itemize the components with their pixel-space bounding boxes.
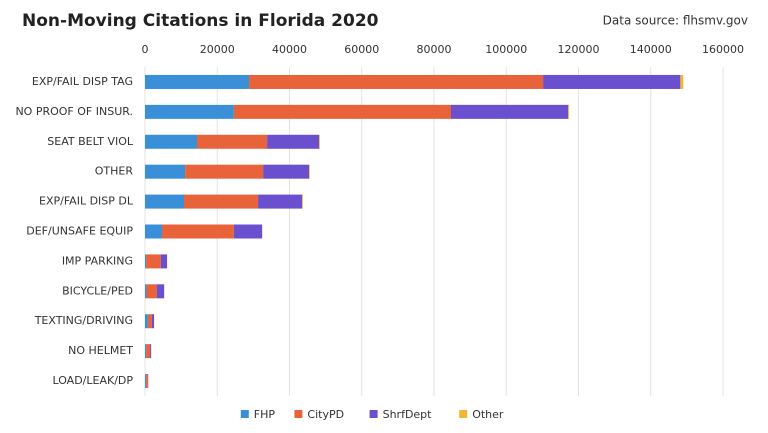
bar-segment bbox=[161, 224, 234, 239]
bar-segment bbox=[145, 194, 185, 209]
y-tick-label: BICYCLE/PED bbox=[62, 284, 133, 297]
x-tick-label: 60000 bbox=[344, 43, 379, 56]
legend-swatch bbox=[459, 410, 468, 418]
y-tick-label: NO PROOF OF INSUR. bbox=[15, 105, 133, 118]
bar-segment bbox=[197, 134, 268, 149]
bar-segment bbox=[146, 254, 161, 269]
bar-segment bbox=[249, 74, 544, 89]
bar-segment bbox=[680, 74, 684, 89]
y-tick-label: EXP/FAIL DISP TAG bbox=[32, 75, 133, 88]
bar-segment bbox=[309, 164, 310, 179]
bar-segment bbox=[302, 194, 303, 209]
bar-segment bbox=[145, 254, 147, 269]
bar-segment bbox=[319, 134, 320, 149]
legend-swatch bbox=[240, 410, 249, 418]
x-tick-label: 0 bbox=[142, 43, 149, 56]
x-tick-label: 100000 bbox=[485, 43, 527, 56]
bar-segment bbox=[450, 104, 569, 119]
y-tick-label: DEF/UNSAFE EQUIP bbox=[26, 225, 133, 238]
bar-segment bbox=[150, 344, 152, 359]
y-tick-label: OTHER bbox=[95, 165, 134, 178]
bar-segment bbox=[145, 134, 198, 149]
legend-label: Other bbox=[472, 408, 504, 421]
bar-segment bbox=[146, 344, 151, 359]
bar-segment bbox=[233, 104, 451, 119]
y-tick-label: TEXTING/DRIVING bbox=[34, 314, 133, 327]
x-tick-label: 40000 bbox=[272, 43, 307, 56]
legend-label: ShrfDept bbox=[383, 408, 433, 421]
bar-segment bbox=[233, 224, 263, 239]
legend-swatch bbox=[369, 410, 378, 418]
source-note: Data source: flhsmv.gov bbox=[603, 14, 748, 28]
y-tick-label: IMP PARKING bbox=[62, 254, 133, 267]
bar-segment bbox=[145, 164, 186, 179]
bar-segment bbox=[146, 374, 148, 389]
legend-label: CityPD bbox=[307, 408, 344, 421]
legend-label: FHP bbox=[254, 408, 276, 421]
bar-segment bbox=[156, 284, 165, 299]
bar-segment bbox=[258, 194, 303, 209]
bar-segment bbox=[151, 314, 155, 329]
bar-segment bbox=[145, 224, 162, 239]
bar-segment bbox=[543, 74, 681, 89]
x-tick-label: 120000 bbox=[558, 43, 600, 56]
bar-segment bbox=[145, 74, 250, 89]
bar-segment bbox=[147, 314, 152, 329]
bar-segment bbox=[185, 164, 264, 179]
legend-swatch bbox=[294, 410, 303, 418]
x-tick-label: 160000 bbox=[702, 43, 744, 56]
bar-segment bbox=[568, 104, 570, 119]
bar-segment bbox=[263, 164, 310, 179]
y-tick-label: LOAD/LEAK/DP bbox=[52, 374, 133, 387]
bar-segment bbox=[145, 284, 147, 299]
bar-segment bbox=[145, 374, 147, 389]
bar-segment bbox=[267, 134, 320, 149]
x-tick-label: 80000 bbox=[417, 43, 452, 56]
bar-segment bbox=[145, 314, 148, 329]
bar-segment bbox=[184, 194, 259, 209]
bar-segment bbox=[145, 344, 147, 359]
chart-title: Non-Moving Citations in Florida 2020 bbox=[22, 11, 379, 31]
bar-segment bbox=[160, 254, 168, 269]
x-tick-label: 140000 bbox=[630, 43, 672, 56]
bar-segment bbox=[145, 104, 234, 119]
bar-segment bbox=[146, 284, 157, 299]
y-tick-label: SEAT BELT VIOL bbox=[47, 135, 134, 148]
y-tick-label: EXP/FAIL DISP DL bbox=[39, 195, 134, 208]
x-tick-label: 20000 bbox=[200, 43, 235, 56]
y-tick-label: NO HELMET bbox=[68, 344, 133, 357]
